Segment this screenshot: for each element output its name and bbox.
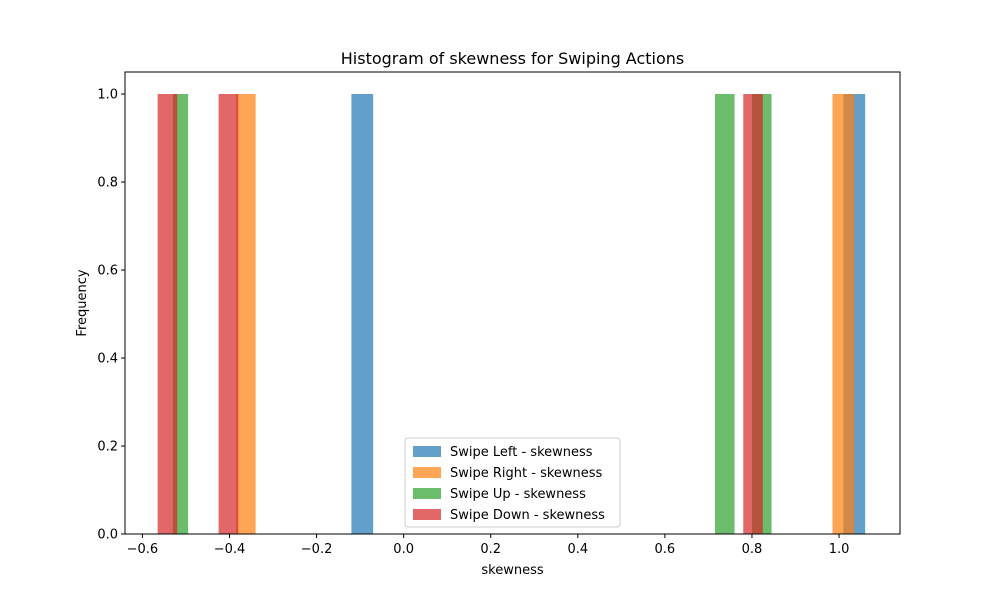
legend-label-1: Swipe Left - skewness bbox=[450, 445, 593, 460]
x-tick-label: 1.0 bbox=[829, 542, 850, 557]
x-tick-label: −0.4 bbox=[214, 542, 246, 557]
legend-swatch-1 bbox=[413, 446, 441, 457]
bar-4-2 bbox=[218, 94, 239, 534]
y-tick-label: 0.4 bbox=[97, 352, 118, 367]
bar-4-3 bbox=[743, 94, 763, 534]
legend-swatch-4 bbox=[413, 509, 441, 520]
bar-4-1 bbox=[157, 94, 178, 534]
y-tick-label: 0.8 bbox=[97, 176, 118, 191]
y-tick-label: 0.0 bbox=[97, 528, 118, 543]
x-axis-label: skewness bbox=[481, 563, 543, 578]
y-axis-label: Frequency bbox=[75, 269, 90, 336]
legend-label-3: Swipe Up - skewness bbox=[450, 487, 586, 502]
chart-title: Histogram of skewness for Swiping Action… bbox=[341, 49, 685, 68]
bar-2-1 bbox=[236, 94, 256, 534]
x-tick-label: −0.2 bbox=[301, 542, 333, 557]
legend-swatch-2 bbox=[413, 467, 441, 478]
legend-box bbox=[404, 437, 621, 528]
legend-swatch-3 bbox=[413, 488, 441, 499]
legend-label-2: Swipe Right - skewness bbox=[450, 466, 603, 481]
x-tick-label: 0.8 bbox=[742, 542, 763, 557]
y-tick-label: 1.0 bbox=[97, 88, 118, 103]
bars-layer bbox=[157, 94, 866, 534]
plot-frame bbox=[124, 71, 901, 535]
x-tick-label: 0.2 bbox=[480, 542, 501, 557]
y-tick-label: 0.6 bbox=[97, 264, 118, 279]
legend-label-4: Swipe Down - skewness bbox=[450, 508, 605, 523]
bar-2-2 bbox=[832, 94, 855, 534]
x-axis: −0.6 −0.4 −0.2 0.0 0.2 0.4 0.6 0.8 1.0 bbox=[127, 534, 850, 557]
x-tick-label: −0.6 bbox=[127, 542, 159, 557]
x-tick-label: 0.6 bbox=[655, 542, 676, 557]
bar-3-2 bbox=[714, 94, 735, 534]
y-tick-label: 0.2 bbox=[97, 440, 118, 455]
x-tick-label: 0.4 bbox=[567, 542, 588, 557]
x-tick-label: 0.0 bbox=[393, 542, 414, 557]
bar-1-1 bbox=[351, 94, 374, 534]
y-axis: 0.0 0.2 0.4 0.6 0.8 1.0 bbox=[97, 88, 125, 543]
legend: Swipe Left - skewness Swipe Right - skewn… bbox=[404, 437, 621, 528]
